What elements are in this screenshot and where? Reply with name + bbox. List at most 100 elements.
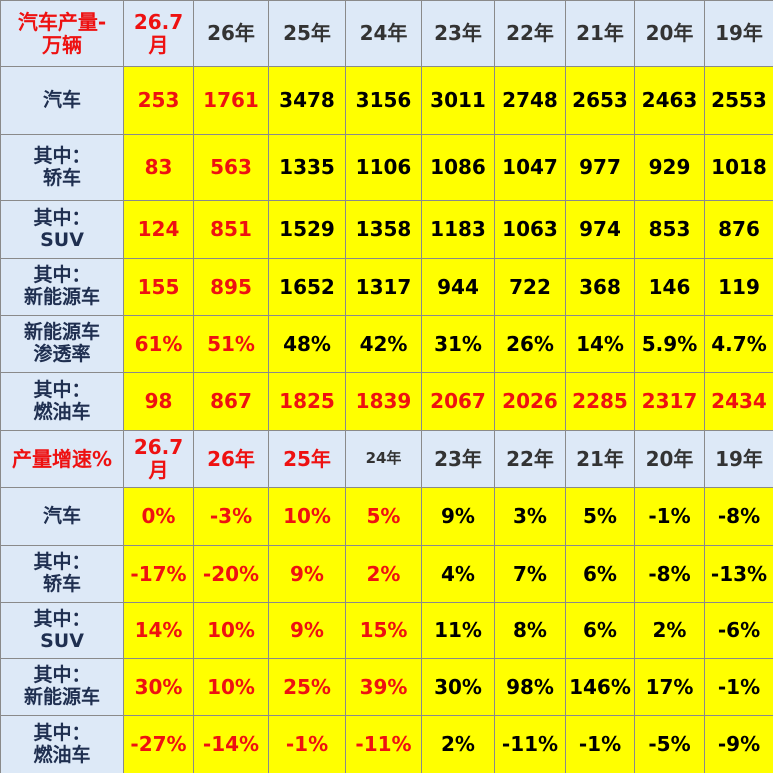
data-row: 其中： 燃油车 -27% -14% -1% -11% 2% -11% -1% -5% -9% xyxy=(0,715,773,773)
data-row: 其中： SUV 124 851 1529 1358 1183 1063 974 853 876 xyxy=(0,200,773,259)
value-cell: 5.9% xyxy=(634,315,705,373)
row-label: 汽车 xyxy=(0,487,124,546)
value-cell: 2748 xyxy=(494,66,566,135)
value-cell: 5% xyxy=(565,487,635,546)
value-cell: -8% xyxy=(634,545,705,603)
value-cell: -1% xyxy=(634,487,705,546)
value-cell: 1529 xyxy=(268,200,346,259)
value-cell: 14% xyxy=(123,602,194,659)
data-row: 新能源车 渗透率 61% 51% 48% 42% 31% 26% 14% 5.9% 4.7% xyxy=(0,315,773,373)
value-cell: 563 xyxy=(193,134,269,201)
value-cell: 10% xyxy=(193,602,269,659)
row-label: 其中： 燃油车 xyxy=(0,715,124,773)
header-row: 产量增速% 26.7 月 26年 25年 24年 23年 22年 21年 20年 19年 xyxy=(0,430,773,488)
value-cell: -1% xyxy=(268,715,346,773)
row-label: 其中： 轿车 xyxy=(0,545,124,603)
data-row: 其中： 轿车 83 563 1335 1106 1086 1047 977 929 1018 xyxy=(0,134,773,201)
header-cell: 23年 xyxy=(421,430,495,488)
row-label: 其中： 新能源车 xyxy=(0,258,124,316)
value-cell: -17% xyxy=(123,545,194,603)
row-label: 新能源车 渗透率 xyxy=(0,315,124,373)
value-cell: 14% xyxy=(565,315,635,373)
value-cell: 124 xyxy=(123,200,194,259)
row-label: 其中： 燃油车 xyxy=(0,372,124,431)
header-cell: 20年 xyxy=(634,430,705,488)
header-cell: 21年 xyxy=(565,0,635,67)
header-cell: 26年 xyxy=(193,0,269,67)
data-row: 其中： 轿车 -17% -20% 9% 2% 4% 7% 6% -8% -13% xyxy=(0,545,773,603)
value-cell: -1% xyxy=(704,658,773,716)
value-cell: 1018 xyxy=(704,134,773,201)
row-label: 其中： 轿车 xyxy=(0,134,124,201)
value-cell: 11% xyxy=(421,602,495,659)
value-cell: 1317 xyxy=(345,258,422,316)
value-cell: 10% xyxy=(268,487,346,546)
header-cell: 26年 xyxy=(193,430,269,488)
value-cell: 61% xyxy=(123,315,194,373)
value-cell: 9% xyxy=(268,602,346,659)
value-cell: 51% xyxy=(193,315,269,373)
value-cell: -13% xyxy=(704,545,773,603)
value-cell: 1652 xyxy=(268,258,346,316)
row-label: 其中： SUV xyxy=(0,602,124,659)
row-label: 其中： SUV xyxy=(0,200,124,259)
row-label: 汽车 xyxy=(0,66,124,135)
value-cell: 25% xyxy=(268,658,346,716)
value-cell: 6% xyxy=(565,545,635,603)
value-cell: 2317 xyxy=(634,372,705,431)
value-cell: 2% xyxy=(345,545,422,603)
value-cell: 3011 xyxy=(421,66,495,135)
value-cell: 48% xyxy=(268,315,346,373)
value-cell: 0% xyxy=(123,487,194,546)
value-cell: 5% xyxy=(345,487,422,546)
value-cell: -20% xyxy=(193,545,269,603)
value-cell: 1358 xyxy=(345,200,422,259)
value-cell: 2026 xyxy=(494,372,566,431)
value-cell: 155 xyxy=(123,258,194,316)
value-cell: 2553 xyxy=(704,66,773,135)
value-cell: 83 xyxy=(123,134,194,201)
value-cell: 15% xyxy=(345,602,422,659)
row-label: 其中： 新能源车 xyxy=(0,658,124,716)
value-cell: 30% xyxy=(123,658,194,716)
value-cell: 3478 xyxy=(268,66,346,135)
header-cell: 26.7 月 xyxy=(123,430,194,488)
data-row: 其中： SUV 14% 10% 9% 15% 11% 8% 6% 2% -6% xyxy=(0,602,773,659)
value-cell: 876 xyxy=(704,200,773,259)
value-cell: 2434 xyxy=(704,372,773,431)
value-cell: 851 xyxy=(193,200,269,259)
data-row: 汽车 0% -3% 10% 5% 9% 3% 5% -1% -8% xyxy=(0,487,773,546)
value-cell: 1106 xyxy=(345,134,422,201)
value-cell: 8% xyxy=(494,602,566,659)
value-cell: 1063 xyxy=(494,200,566,259)
header-cell: 22年 xyxy=(494,0,566,67)
value-cell: 867 xyxy=(193,372,269,431)
header-cell: 20年 xyxy=(634,0,705,67)
value-cell: 42% xyxy=(345,315,422,373)
value-cell: 2463 xyxy=(634,66,705,135)
header-row: 汽车产量- 万辆 26.7 月 26年 25年 24年 23年 22年 21年 20年 19年 xyxy=(0,0,773,67)
value-cell: 1183 xyxy=(421,200,495,259)
value-cell: 977 xyxy=(565,134,635,201)
value-cell: 253 xyxy=(123,66,194,135)
value-cell: 7% xyxy=(494,545,566,603)
header-cell: 24年 xyxy=(345,0,422,67)
value-cell: 119 xyxy=(704,258,773,316)
value-cell: -11% xyxy=(494,715,566,773)
value-cell: 3156 xyxy=(345,66,422,135)
header-cell: 19年 xyxy=(704,430,773,488)
value-cell: 98% xyxy=(494,658,566,716)
value-cell: 17% xyxy=(634,658,705,716)
value-cell: -3% xyxy=(193,487,269,546)
value-cell: 1047 xyxy=(494,134,566,201)
value-cell: 26% xyxy=(494,315,566,373)
data-row: 汽车 253 1761 3478 3156 3011 2748 2653 2463 2553 xyxy=(0,66,773,135)
value-cell: 31% xyxy=(421,315,495,373)
value-cell: -6% xyxy=(704,602,773,659)
value-cell: 3% xyxy=(494,487,566,546)
header-cell: 25年 xyxy=(268,430,346,488)
value-cell: 39% xyxy=(345,658,422,716)
value-cell: 1825 xyxy=(268,372,346,431)
